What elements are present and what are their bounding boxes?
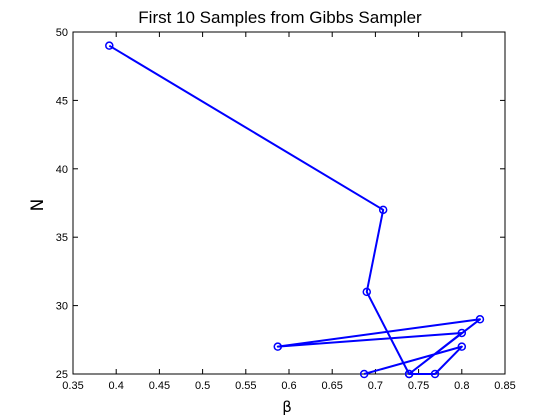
data-point <box>273 342 283 351</box>
x-tick-label: 0.5 <box>195 380 210 392</box>
x-tick-label: 0.85 <box>494 380 515 392</box>
x-tick-label: 0.55 <box>235 380 256 392</box>
data-point <box>457 328 467 338</box>
data-point <box>105 41 114 50</box>
data-point <box>359 369 369 379</box>
data-point <box>404 369 414 379</box>
data-point <box>475 315 485 324</box>
data-point <box>430 369 440 379</box>
y-tick-label: 25 <box>56 369 68 381</box>
x-tick-label: 0.65 <box>321 380 342 392</box>
y-axis-label: N <box>28 199 48 212</box>
x-tick-label: 0.75 <box>408 380 429 392</box>
y-tick-label: 40 <box>56 164 68 176</box>
x-tick-label: 0.4 <box>109 380 124 392</box>
x-tick-label: 0.8 <box>454 380 469 392</box>
plot-frame <box>72 31 506 375</box>
data-point <box>378 205 388 215</box>
chart-title: First 10 Samples from Gibbs Sampler <box>138 8 422 27</box>
x-axis-label: β <box>282 398 292 416</box>
data-point <box>362 287 372 297</box>
data-point <box>457 342 467 351</box>
y-tick-label: 35 <box>56 232 68 244</box>
y-tick-label: 50 <box>56 27 68 39</box>
plot-area: 0.35 0.4 0.45 0.5 0.55 0.6 0.65 0.7 0.75 0.8 0.85 2… <box>56 27 516 392</box>
x-tick-label: 0.6 <box>281 380 296 392</box>
x-tick-label: 0.7 <box>368 380 383 392</box>
series-line <box>108 44 481 375</box>
x-tick-label: 0.45 <box>149 380 170 392</box>
y-tick-label: 30 <box>56 301 68 313</box>
y-tick-label: 45 <box>56 95 68 107</box>
x-tick-label: 0.35 <box>62 380 83 392</box>
